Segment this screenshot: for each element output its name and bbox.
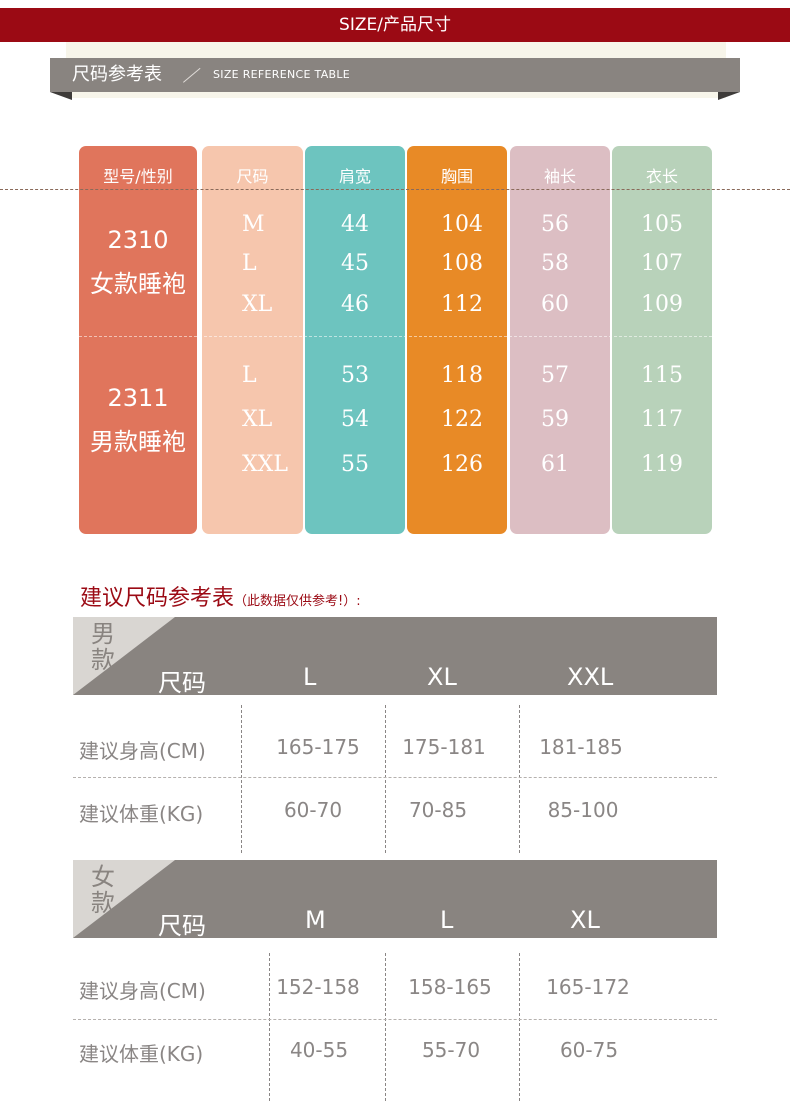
band-corner <box>73 860 175 938</box>
size-label: 尺码 <box>158 912 206 940</box>
column-divider <box>241 705 242 853</box>
ribbon-fold-right <box>718 92 740 100</box>
height-label: 建议身高(CM) <box>79 739 206 763</box>
size-cell: L <box>242 251 257 276</box>
gender-label: 男款 <box>91 620 115 674</box>
chest-cell: 104 <box>441 212 483 237</box>
sleeve-cell: 61 <box>541 452 569 477</box>
sleeve-cell: 57 <box>541 363 569 388</box>
column-chest <box>407 146 507 534</box>
band-corner <box>73 617 175 695</box>
row-divider <box>73 1019 717 1020</box>
size-cell: XL <box>242 407 273 432</box>
length-cell: 105 <box>641 212 683 237</box>
weight-value: 55-70 <box>421 1038 481 1062</box>
size-heading: XL <box>427 663 457 691</box>
shoulder-cell: 45 <box>341 251 369 276</box>
sleeve-cell: 58 <box>541 251 569 276</box>
size-cell: XXL <box>242 452 288 477</box>
shoulder-cell: 54 <box>341 407 369 432</box>
weight-value: 40-55 <box>289 1038 349 1062</box>
header-divider <box>0 189 790 190</box>
length-cell: 109 <box>641 292 683 317</box>
row-divider <box>73 777 717 778</box>
sleeve-cell: 59 <box>541 407 569 432</box>
shoulder-cell: 46 <box>341 292 369 317</box>
suggest-title: 建议尺码参考表（此数据仅供参考!）: <box>80 580 361 612</box>
header-shoulder: 肩宽 <box>338 167 371 186</box>
length-cell: 115 <box>641 363 683 388</box>
height-value: 165-172 <box>546 975 630 999</box>
model-number: 2310 <box>107 226 169 254</box>
chest-cell: 108 <box>441 251 483 276</box>
column-divider <box>519 953 520 1101</box>
suggest-note: （此数据仅供参考!）: <box>234 594 361 609</box>
model-name: 女款睡袍 <box>90 270 186 298</box>
shoulder-cell: 55 <box>341 452 369 477</box>
size-label: 尺码 <box>158 669 206 697</box>
suggest-title-text: 建议尺码参考表 <box>80 586 235 611</box>
chest-cell: 122 <box>441 407 483 432</box>
column-divider <box>269 953 270 1101</box>
ribbon-title-en: SIZE REFERENCE TABLE <box>213 68 351 81</box>
column-size <box>202 146 303 534</box>
size-heading: L <box>440 906 454 934</box>
length-cell: 107 <box>641 251 683 276</box>
weight-value: 60-75 <box>559 1038 619 1062</box>
shoulder-cell: 44 <box>341 212 369 237</box>
section-ribbon: 尺码参考表 SIZE REFERENCE TABLE <box>50 58 740 100</box>
header-sleeve: 袖长 <box>543 167 576 186</box>
height-value: 158-165 <box>408 975 492 999</box>
height-value: 181-185 <box>539 735 623 759</box>
size-heading: XXL <box>567 663 614 691</box>
female-header-band: 女款 尺码 M L XL <box>73 860 717 940</box>
height-value: 175-181 <box>402 735 486 759</box>
header-chest: 胸围 <box>440 167 473 186</box>
length-cell: 119 <box>641 452 683 477</box>
weight-label: 建议体重(KG) <box>79 1042 204 1066</box>
sleeve-cell: 60 <box>541 292 569 317</box>
gender-label: 女款 <box>91 863 115 917</box>
weight-value: 85-100 <box>547 798 619 822</box>
header-size: 尺码 <box>236 167 269 186</box>
size-heading: M <box>305 906 326 934</box>
header-length: 衣长 <box>645 167 678 186</box>
shoulder-cell: 53 <box>341 363 369 388</box>
height-value: 152-158 <box>276 975 360 999</box>
header-model: 型号/性别 <box>103 167 173 186</box>
weight-value: 70-85 <box>408 798 468 822</box>
height-label: 建议身高(CM) <box>79 979 206 1003</box>
column-length <box>612 146 712 534</box>
model-name: 男款睡袍 <box>90 428 186 456</box>
column-divider <box>385 705 386 853</box>
chest-cell: 126 <box>441 452 483 477</box>
ribbon-title-cn: 尺码参考表 <box>72 64 162 85</box>
chest-cell: 112 <box>441 292 483 317</box>
column-shoulder <box>305 146 405 534</box>
weight-label: 建议体重(KG) <box>79 802 204 826</box>
size-cell: L <box>242 363 257 388</box>
column-divider <box>385 953 386 1101</box>
length-cell: 117 <box>641 407 683 432</box>
size-heading: L <box>303 663 317 691</box>
group-divider <box>79 336 712 337</box>
size-cell: XL <box>242 292 273 317</box>
page-title: SIZE/产品尺寸 <box>339 15 451 35</box>
weight-value: 60-70 <box>283 798 343 822</box>
top-title-bar: SIZE/产品尺寸 <box>0 8 790 42</box>
model-number: 2311 <box>107 384 169 412</box>
height-value: 165-175 <box>276 735 360 759</box>
column-sleeve <box>510 146 610 534</box>
column-model <box>79 146 197 534</box>
male-header-band: 男款 尺码 L XL XXL <box>73 617 717 697</box>
ribbon-fold-left <box>50 92 72 100</box>
column-divider <box>519 705 520 853</box>
sleeve-cell: 56 <box>541 212 569 237</box>
size-cell: M <box>242 212 265 237</box>
chest-cell: 118 <box>441 363 483 388</box>
size-heading: XL <box>570 906 600 934</box>
